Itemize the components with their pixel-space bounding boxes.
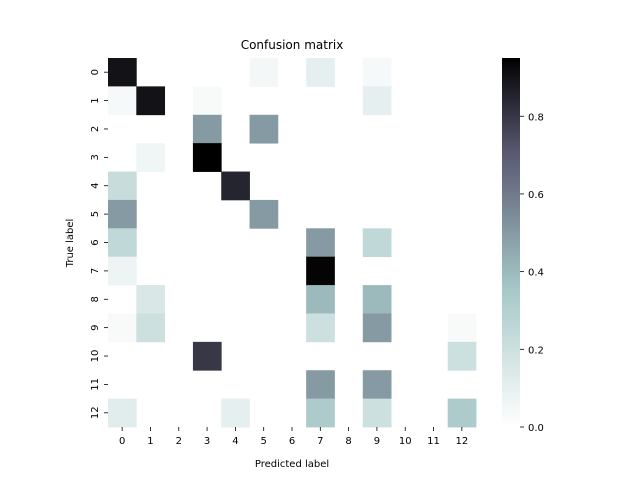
heatmap-cell <box>108 398 137 428</box>
colorbar <box>502 58 520 427</box>
heatmap-cell <box>249 199 279 229</box>
x-tick-label: 4 <box>232 436 238 447</box>
heatmap-cell <box>136 86 166 116</box>
heatmap-cell <box>447 398 477 428</box>
heatmap-cell <box>136 285 166 314</box>
x-tick-label: 3 <box>204 436 210 447</box>
heatmap-cell <box>306 285 335 314</box>
heatmap-cell <box>362 58 392 87</box>
x-tick-label: 6 <box>289 436 295 447</box>
colorbar-tick-label: 0.8 <box>528 112 544 123</box>
y-axis-label: True label <box>65 219 76 269</box>
y-tick-label: 8 <box>90 296 101 302</box>
x-tick-label: 1 <box>147 436 153 447</box>
heatmap-cell <box>306 58 335 87</box>
heatmap-cell <box>306 313 335 343</box>
heatmap-cell <box>108 256 137 286</box>
y-tick-label: 4 <box>90 183 101 189</box>
colorbar-tick-label: 0.2 <box>528 345 544 356</box>
heatmap-cell <box>108 86 137 116</box>
heatmap-cell <box>108 171 137 201</box>
x-tick-label: 5 <box>261 436 267 447</box>
heatmap-cell <box>447 313 477 343</box>
heatmap-cell <box>306 370 335 400</box>
y-tick-label: 2 <box>90 126 101 132</box>
y-tick-label: 3 <box>90 154 101 160</box>
colorbar-tick-label: 0.0 <box>528 423 544 434</box>
heatmap-cell <box>249 114 279 144</box>
x-tick-label: 9 <box>374 436 380 447</box>
x-tick-label: 2 <box>176 436 182 447</box>
colorbar-ticks: 0.0 0.2 0.4 0.6 0.8 <box>520 112 544 434</box>
x-axis-ticks: 0 1 2 3 4 5 6 7 8 9 10 11 12 <box>119 427 468 447</box>
heatmap-cell <box>192 341 222 371</box>
y-tick-label: 11 <box>90 378 101 391</box>
heatmap-cell <box>221 171 250 201</box>
heatmap-cell <box>447 341 477 371</box>
heatmap-cell <box>108 228 137 258</box>
heatmap-cell <box>362 313 392 343</box>
heatmap-cell <box>306 398 335 428</box>
x-tick-label: 12 <box>455 436 468 447</box>
x-tick-label: 10 <box>399 436 412 447</box>
x-tick-label: 0 <box>119 436 125 447</box>
heatmap-cell <box>362 228 392 258</box>
heatmap-cells <box>108 58 477 428</box>
y-tick-label: 0 <box>90 69 101 75</box>
heatmap-cell <box>249 58 279 87</box>
heatmap-cell <box>136 313 166 343</box>
y-tick-label: 6 <box>90 239 101 245</box>
y-tick-label: 5 <box>90 211 101 217</box>
heatmap-cell <box>192 86 222 116</box>
heatmap-cell <box>108 313 137 343</box>
heatmap-cell <box>108 199 137 229</box>
heatmap-cell <box>362 398 392 428</box>
heatmap-cell <box>362 370 392 400</box>
heatmap-cell <box>108 58 137 87</box>
heatmap-cell <box>192 143 222 172</box>
heatmap-cell <box>362 285 392 314</box>
heatmap-cell <box>362 86 392 116</box>
y-tick-label: 1 <box>90 97 101 103</box>
heatmap-cell <box>221 398 250 428</box>
heatmap-cell <box>306 256 335 286</box>
x-tick-label: 8 <box>345 436 351 447</box>
colorbar-tick-label: 0.6 <box>528 190 544 201</box>
heatmap-cell <box>136 143 166 172</box>
colorbar-tick-label: 0.4 <box>528 268 544 279</box>
chart-title: Confusion matrix <box>241 38 344 52</box>
heatmap-cell <box>192 114 222 144</box>
heatmap-cell <box>306 228 335 258</box>
y-tick-label: 7 <box>90 268 101 274</box>
y-tick-label: 9 <box>90 324 101 330</box>
y-tick-label: 10 <box>90 350 101 363</box>
x-tick-label: 11 <box>427 436 440 447</box>
x-tick-label: 7 <box>317 436 323 447</box>
y-tick-label: 12 <box>90 406 101 419</box>
x-axis-label: Predicted label <box>255 459 329 470</box>
